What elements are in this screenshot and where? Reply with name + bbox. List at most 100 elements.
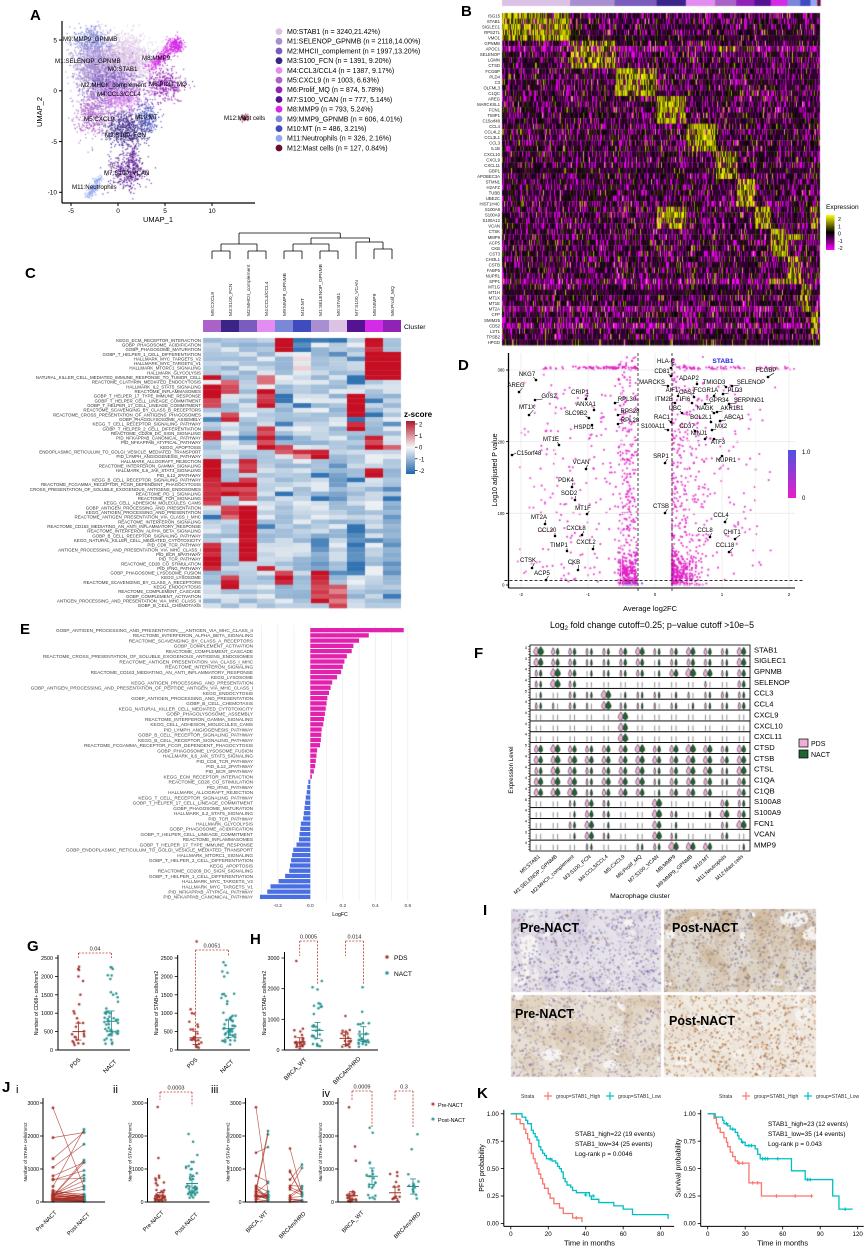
svg-text:AREG: AREG [507, 383, 524, 389]
svg-text:0: 0 [331, 1200, 334, 1206]
svg-text:M1:SELENOP_GPNMB: M1:SELENOP_GPNMB [318, 264, 324, 316]
svg-text:REACTOME_CD28_CO_STIMULATION: REACTOME_CD28_CO_STIMULATION [169, 780, 253, 785]
svg-text:CCL4: CCL4 [489, 124, 501, 129]
svg-text:Number of STAB+ cells/mm2: Number of STAB+ cells/mm2 [262, 971, 268, 1035]
svg-text:VCAN: VCAN [754, 830, 775, 839]
svg-text:0.3: 0.3 [400, 1085, 408, 1091]
svg-text:MT1F: MT1F [575, 506, 591, 512]
svg-text:M8:MMP9 (n = 793, 5.24%): M8:MMP9 (n = 793, 5.24%) [287, 107, 373, 114]
svg-text:FCGBP: FCGBP [485, 69, 500, 74]
svg-text:2: 2 [788, 592, 791, 597]
svg-text:HALLMARK_MYC_TARGETS_V2: HALLMARK_MYC_TARGETS_V2 [134, 356, 202, 361]
svg-text:S100A8: S100A8 [485, 207, 501, 212]
svg-text:ENDOPLASMIC_RETICULUM_TO_GOLGI: ENDOPLASMIC_RETICULUM_TO_GOLGI_VESICLE_M… [39, 450, 201, 455]
svg-text:0.0051: 0.0051 [203, 944, 220, 950]
svg-text:CXCL11: CXCL11 [484, 163, 500, 168]
svg-text:0: 0 [838, 232, 841, 238]
svg-text:CCL3: CCL3 [489, 141, 501, 146]
svg-text:NUPR1: NUPR1 [486, 273, 501, 278]
svg-text:PID_BCR_5PATHWAY: PID_BCR_5PATHWAY [156, 552, 201, 557]
svg-text:GOBP_T_HELPER_17_CELL_LINEAGE_: GOBP_T_HELPER_17_CELL_LINEAGE_COMMITMENT [87, 403, 201, 408]
svg-text:HALLMARK_GLYCOLYSIS: HALLMARK_GLYCOLYSIS [147, 370, 201, 375]
svg-text:3: 3 [525, 645, 528, 650]
svg-text:M9:MMP9_GPNMB: M9:MMP9_GPNMB [63, 36, 117, 43]
svg-text:PDS: PDS [811, 741, 826, 748]
svg-text:REACTOME_CD209_DC_SIGN_SIGNALI: REACTOME_CD209_DC_SIGN_SIGNALING [158, 869, 254, 874]
svg-text:Pre-NACT: Pre-NACT [35, 1210, 58, 1233]
svg-text:PID_BCR_5PATHWAY: PID_BCR_5PATHWAY [206, 769, 254, 774]
svg-text:4: 4 [525, 818, 528, 823]
svg-text:0.0: 0.0 [307, 903, 314, 909]
svg-text:STAB1: STAB1 [487, 19, 501, 24]
svg-text:Post-NACT: Post-NACT [66, 1212, 91, 1237]
svg-text:60: 60 [620, 1231, 627, 1238]
svg-text:KEGG_NATURAL_KILLER_CELL_MEDIA: KEGG_NATURAL_KILLER_CELL_MEDIATED_CYTOTO… [119, 706, 254, 711]
svg-text:M8:MMP9: M8:MMP9 [142, 55, 171, 62]
svg-text:IL1B: IL1B [491, 146, 500, 151]
svg-text:M10:MT: M10:MT [300, 298, 306, 316]
svg-text:REACTOME_CD28_CO_STIMULATION: REACTOME_CD28_CO_STIMULATION [121, 561, 201, 566]
svg-text:Pre-NACT: Pre-NACT [515, 1007, 574, 1021]
svg-text:HALLMARK_MTORC1_SIGNALING: HALLMARK_MTORC1_SIGNALING [129, 366, 201, 371]
svg-text:4: 4 [525, 786, 528, 791]
svg-text:M11:Neutrophils: M11:Neutrophils [72, 184, 117, 191]
svg-text:REACTOME_CROSS_PRESENTATION_OF: REACTOME_CROSS_PRESENTATION_OF_ANTIGENS_… [53, 412, 201, 417]
svg-text:-5: -5 [68, 208, 74, 215]
svg-text:0: 0 [419, 446, 423, 452]
svg-text:VCAN: VCAN [488, 224, 500, 229]
svg-text:NAGK: NAGK [696, 406, 713, 412]
svg-text:PID_IL12_2PATHWAY: PID_IL12_2PATHWAY [157, 473, 201, 478]
svg-text:C15orf48: C15orf48 [483, 119, 501, 124]
svg-text:M0:STAB1: M0:STAB1 [336, 292, 342, 316]
svg-text:M4:CCL3/CCL4: M4:CCL3/CCL4 [264, 281, 270, 316]
svg-text:REACTOME_CD163_MEDIATING_AN_AN: REACTOME_CD163_MEDIATING_AN_ANTI_INFLAMM… [47, 524, 201, 529]
svg-text:C15orf48: C15orf48 [517, 451, 542, 457]
svg-text:CTSK: CTSK [520, 558, 536, 564]
svg-text:Cluster: Cluster [404, 324, 426, 331]
svg-text:z-score: z-score [404, 410, 433, 419]
svg-text:M6:Prolif_MQ (n = 874, 5.78%): M6:Prolif_MQ (n = 874, 5.78%) [287, 87, 384, 94]
svg-text:group=STAB1_High: group=STAB1_High [754, 1094, 798, 1100]
svg-text:1: 1 [419, 434, 423, 440]
svg-text:HIST1H4C: HIST1H4C [479, 202, 500, 207]
svg-text:M5:CXCL9: M5:CXCL9 [210, 292, 216, 316]
svg-text:APOBEC3A: APOBEC3A [477, 174, 500, 179]
svg-text:H: H [250, 931, 261, 948]
svg-text:1000: 1000 [230, 1167, 242, 1173]
svg-text:GOBP_ANTIGEN_PROCESSING_AND_PR: GOBP_ANTIGEN_PROCESSING_AND_PRESENTATION… [31, 686, 253, 691]
svg-text:IFI6: IFI6 [680, 397, 691, 403]
svg-text:REACTOME_CROSS_PRESENTATION_OF: REACTOME_CROSS_PRESENTATION_OF_SOLUBLE_E… [43, 654, 253, 659]
svg-text:GOBP_B_CELL_RECEPTOR_SIGNALING: GOBP_B_CELL_RECEPTOR_SIGNALING_PATHWAY [138, 733, 254, 738]
svg-text:HALLMARK_IL6_JAK_STAT3_SIGNALI: HALLMARK_IL6_JAK_STAT3_SIGNALING [116, 468, 202, 473]
svg-text:GOBP_T_HELPER_CELL_LINEAGE_COM: GOBP_T_HELPER_CELL_LINEAGE_COMMITMENT [94, 398, 201, 403]
svg-text:LST1: LST1 [490, 329, 501, 334]
svg-text:4: 4 [525, 721, 528, 726]
svg-text:CCL20: CCL20 [538, 528, 557, 534]
svg-text:REACTOME_CLATHRIN_MEDIATED_END: REACTOME_CLATHRIN_MEDIATED_ENDOCYTOSIS [92, 380, 201, 385]
svg-text:GOBP_PHAGOSOME_LYSOSOME_FUSION: GOBP_PHAGOSOME_LYSOSOME_FUSION [110, 571, 201, 576]
svg-text:HALLMARK_ALLOGRAFT_REJECTION: HALLMARK_ALLOGRAFT_REJECTION [121, 459, 201, 464]
svg-text:B: B [461, 3, 472, 20]
svg-text:20: 20 [545, 1231, 552, 1238]
svg-text:M10:MT (n = 486, 3.21%): M10:MT (n = 486, 3.21%) [287, 126, 366, 133]
svg-text:0: 0 [509, 1231, 513, 1238]
svg-text:M12:Mast cells (n = 127, 0.84%: M12:Mast cells (n = 127, 0.84%) [287, 145, 388, 152]
svg-text:FCGBP: FCGBP [756, 368, 777, 374]
svg-text:CTSD: CTSD [754, 743, 775, 752]
svg-text:0: 0 [239, 1200, 242, 1206]
svg-text:1.00: 1.00 [487, 1111, 500, 1118]
svg-text:0.25: 0.25 [684, 1193, 697, 1200]
svg-text:KEGG_ENDOCYTOSIS: KEGG_ENDOCYTOSIS [153, 585, 201, 590]
svg-text:-1: -1 [838, 239, 843, 245]
svg-text:5: 5 [525, 688, 528, 693]
svg-text:M3:S100_FCN (n = 1391, 9.20%): M3:S100_FCN (n = 1391, 9.20%) [287, 58, 391, 65]
svg-text:4: 4 [525, 667, 528, 672]
svg-text:M8:MMP9: M8:MMP9 [372, 293, 378, 316]
svg-text:-2: -2 [519, 592, 523, 597]
svg-text:BRCA_WT: BRCA_WT [283, 1057, 308, 1082]
svg-text:GOBP_PHAGOLYSOSOME_ASSEMBLY: GOBP_PHAGOLYSOSOME_ASSEMBLY [166, 712, 253, 717]
svg-text:VCAN: VCAN [573, 460, 590, 466]
svg-text:RPL28: RPL28 [621, 418, 640, 424]
svg-text:ANTIGEN_PROCESSING_AND_PRESENT: ANTIGEN_PROCESSING_AND_PRESENTATION_VIA_… [58, 547, 201, 552]
svg-text:CXCL11: CXCL11 [754, 732, 782, 741]
